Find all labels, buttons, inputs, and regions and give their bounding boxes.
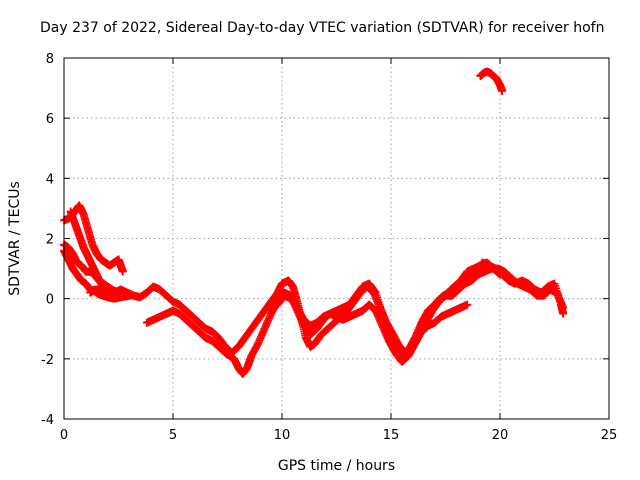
x-tick-label-3: 15 [383, 428, 400, 443]
chart-title: Day 237 of 2022, Sidereal Day-to-day VTE… [40, 20, 604, 36]
data-points [60, 67, 568, 378]
data-point [559, 309, 568, 318]
y-tick-label-4: 4 [46, 172, 54, 187]
data-point [463, 300, 472, 309]
grid-lines [64, 58, 609, 419]
x-tick-label-4: 20 [492, 428, 509, 443]
series-track-high [476, 67, 507, 96]
y-axis-label: SDTVAR / TECUs [7, 181, 23, 296]
y-tick-label-6: 8 [46, 52, 54, 67]
y-tick-label-1: -2 [41, 353, 54, 368]
y-tick-label-3: 2 [46, 233, 54, 248]
series-track-f [142, 288, 472, 378]
y-tick-label-2: 0 [46, 293, 54, 308]
plot-frame [63, 57, 610, 420]
series-track-e [86, 264, 568, 357]
x-tick-label-0: 0 [60, 428, 68, 443]
series-track-a [60, 201, 127, 276]
series-track-h [432, 258, 568, 318]
x-tick-label-2: 10 [274, 428, 291, 443]
data-point [498, 87, 507, 96]
y-tick-label-0: -4 [41, 413, 54, 428]
axis-ticks: 0 5 10 15 20 25 -4 -2 0 2 4 6 8 [41, 52, 617, 443]
y-tick-label-5: 6 [46, 112, 54, 127]
x-tick-label-5: 25 [601, 428, 618, 443]
data-point [118, 267, 127, 276]
x-tick-label-1: 5 [169, 428, 177, 443]
x-axis-label: GPS time / hours [278, 458, 395, 474]
